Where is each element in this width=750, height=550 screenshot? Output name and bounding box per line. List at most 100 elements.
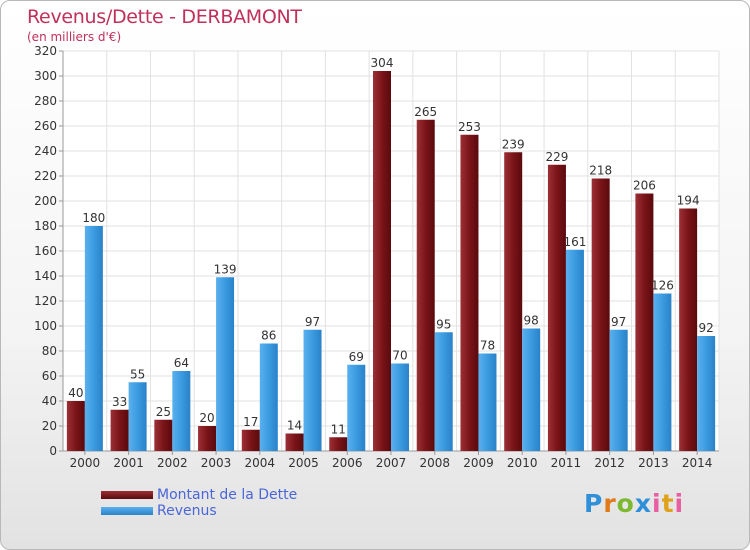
bar-debt [154, 419, 173, 451]
y-tick-label: 160 [34, 244, 57, 258]
y-tick-label: 80 [42, 344, 57, 358]
y-tick-label: 220 [34, 169, 57, 183]
legend-item-debt: Montant de la Dette [101, 487, 297, 503]
bar-revenue [128, 382, 147, 451]
value-label-revenue: 180 [82, 211, 105, 225]
bar-revenue [434, 332, 453, 451]
legend-label-debt: Montant de la Dette [157, 487, 298, 503]
x-tick-label: 2014 [682, 456, 713, 470]
bar-revenue [697, 336, 716, 451]
value-label-debt: 14 [287, 419, 302, 433]
y-tick-label: 0 [49, 444, 57, 458]
x-tick-label: 2011 [551, 456, 582, 470]
value-label-revenue: 97 [305, 315, 320, 329]
bar-revenue [522, 328, 541, 451]
value-label-revenue: 55 [130, 367, 145, 381]
x-tick-label: 2009 [463, 456, 494, 470]
chart-title: Revenus/Dette - DERBAMONT [27, 6, 302, 28]
bar-debt [591, 178, 610, 451]
x-tick-label: 2006 [332, 456, 363, 470]
y-tick-label: 120 [34, 294, 57, 308]
value-label-debt: 17 [243, 415, 258, 429]
bar-debt [504, 152, 523, 451]
legend-label-revenue: Revenus [157, 503, 217, 519]
value-label-revenue: 92 [698, 321, 713, 335]
x-tick-label: 2007 [376, 456, 407, 470]
x-tick-label: 2010 [507, 456, 538, 470]
bar-debt [679, 208, 698, 451]
legend-swatch-revenue [101, 507, 153, 515]
bar-debt [66, 401, 85, 451]
value-label-revenue: 70 [392, 349, 407, 363]
x-tick-label: 2000 [70, 456, 101, 470]
value-label-revenue: 95 [436, 317, 451, 331]
value-label-debt: 40 [68, 386, 83, 400]
value-label-revenue: 78 [480, 339, 495, 353]
value-label-revenue: 139 [214, 262, 237, 276]
value-label-revenue: 64 [174, 356, 189, 370]
bar-revenue [84, 226, 103, 451]
bar-debt [241, 429, 260, 451]
bar-revenue [653, 293, 672, 451]
proxiti-logo: Proxiti [584, 489, 685, 518]
bar-revenue [478, 353, 497, 451]
value-label-debt: 304 [371, 56, 394, 70]
value-label-debt: 239 [502, 137, 525, 151]
y-tick-label: 60 [42, 369, 57, 383]
bar-revenue [172, 371, 191, 451]
y-tick-label: 40 [42, 394, 57, 408]
legend-swatch-debt [101, 491, 153, 499]
y-tick-label: 180 [34, 219, 57, 233]
value-label-revenue: 97 [611, 315, 626, 329]
y-tick-label: 300 [34, 69, 57, 83]
y-tick-label: 200 [34, 194, 57, 208]
legend-item-revenue: Revenus [101, 503, 297, 519]
bar-revenue [216, 277, 235, 451]
bar-debt [329, 437, 348, 451]
x-tick-label: 2005 [288, 456, 319, 470]
value-label-debt: 253 [458, 120, 481, 134]
bar-debt [635, 193, 654, 451]
x-tick-label: 2013 [638, 456, 669, 470]
x-tick-label: 2001 [113, 456, 144, 470]
y-tick-label: 280 [34, 94, 57, 108]
value-label-debt: 206 [633, 179, 656, 193]
value-label-debt: 25 [156, 405, 171, 419]
x-tick-label: 2012 [594, 456, 625, 470]
value-label-debt: 33 [112, 395, 127, 409]
value-label-debt: 20 [199, 411, 214, 425]
bar-revenue [391, 363, 409, 451]
y-tick-label: 240 [34, 144, 57, 158]
value-label-revenue: 69 [349, 350, 364, 364]
value-label-debt: 194 [677, 194, 700, 208]
bar-debt [198, 426, 217, 451]
value-label-debt: 218 [589, 164, 612, 178]
bar-debt [416, 119, 435, 451]
bar-debt [285, 433, 304, 451]
bar-debt [110, 409, 129, 451]
bar-revenue [303, 329, 322, 451]
y-tick-label: 20 [42, 419, 57, 433]
bar-revenue [565, 249, 584, 451]
chart-legend: Montant de la Dette Revenus [101, 487, 297, 519]
bar-revenue [347, 364, 366, 451]
value-label-debt: 229 [545, 150, 568, 164]
bar-revenue [259, 343, 278, 451]
value-label-revenue: 86 [261, 329, 276, 343]
y-tick-label: 140 [34, 269, 57, 283]
value-label-revenue: 161 [563, 235, 586, 249]
value-label-revenue: 98 [524, 314, 539, 328]
bar-revenue [609, 329, 628, 451]
bar-debt [373, 71, 391, 451]
y-tick-label: 320 [34, 44, 57, 58]
bar-debt [460, 134, 479, 451]
x-tick-label: 2002 [157, 456, 188, 470]
value-label-debt: 265 [414, 105, 437, 119]
value-label-revenue: 126 [651, 279, 674, 293]
x-tick-label: 2004 [245, 456, 276, 470]
x-tick-label: 2008 [419, 456, 450, 470]
x-tick-label: 2003 [201, 456, 232, 470]
value-label-debt: 11 [331, 422, 346, 436]
